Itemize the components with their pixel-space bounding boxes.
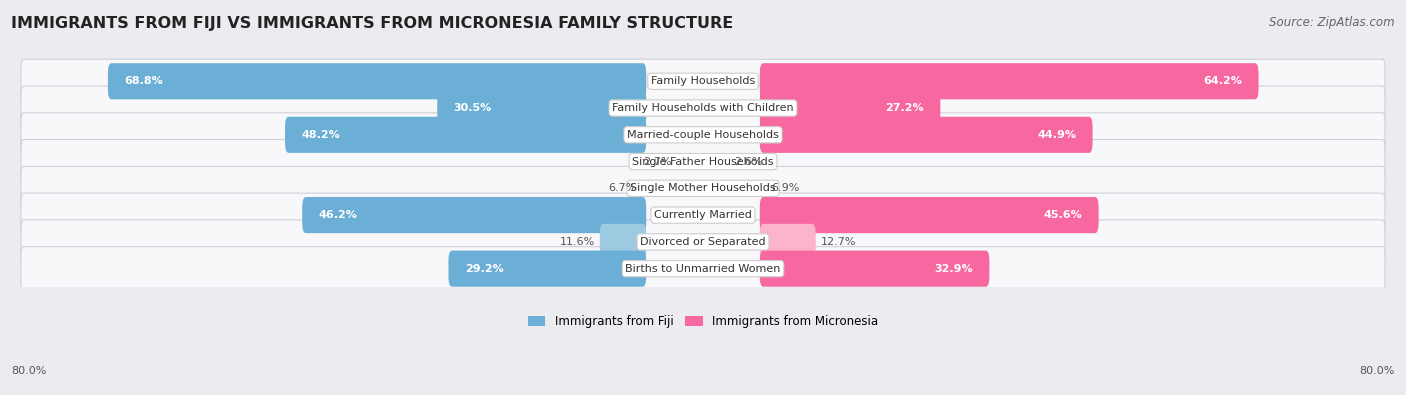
FancyBboxPatch shape xyxy=(759,197,1098,233)
FancyBboxPatch shape xyxy=(21,139,1385,184)
FancyBboxPatch shape xyxy=(759,250,990,287)
Text: 64.2%: 64.2% xyxy=(1204,76,1243,86)
FancyBboxPatch shape xyxy=(285,117,647,153)
Text: 68.8%: 68.8% xyxy=(124,76,163,86)
Text: 80.0%: 80.0% xyxy=(11,366,46,376)
Text: 27.2%: 27.2% xyxy=(886,103,924,113)
FancyBboxPatch shape xyxy=(759,117,1092,153)
Legend: Immigrants from Fiji, Immigrants from Micronesia: Immigrants from Fiji, Immigrants from Mi… xyxy=(523,310,883,333)
Text: 2.6%: 2.6% xyxy=(734,156,762,167)
Text: 48.2%: 48.2% xyxy=(301,130,340,140)
FancyBboxPatch shape xyxy=(108,63,647,99)
Text: Single Father Households: Single Father Households xyxy=(633,156,773,167)
Text: Married-couple Households: Married-couple Households xyxy=(627,130,779,140)
Text: 29.2%: 29.2% xyxy=(465,263,503,274)
Text: Divorced or Separated: Divorced or Separated xyxy=(640,237,766,247)
Text: IMMIGRANTS FROM FIJI VS IMMIGRANTS FROM MICRONESIA FAMILY STRUCTURE: IMMIGRANTS FROM FIJI VS IMMIGRANTS FROM … xyxy=(11,16,734,31)
Text: 44.9%: 44.9% xyxy=(1038,130,1076,140)
FancyBboxPatch shape xyxy=(21,59,1385,103)
FancyBboxPatch shape xyxy=(759,224,815,260)
Text: Family Households: Family Households xyxy=(651,76,755,86)
FancyBboxPatch shape xyxy=(21,246,1385,291)
Text: 32.9%: 32.9% xyxy=(935,263,973,274)
Text: 80.0%: 80.0% xyxy=(1360,366,1395,376)
FancyBboxPatch shape xyxy=(21,166,1385,211)
Text: Source: ZipAtlas.com: Source: ZipAtlas.com xyxy=(1270,16,1395,29)
Text: Births to Unmarried Women: Births to Unmarried Women xyxy=(626,263,780,274)
FancyBboxPatch shape xyxy=(302,197,647,233)
Text: 11.6%: 11.6% xyxy=(560,237,595,247)
FancyBboxPatch shape xyxy=(759,90,941,126)
FancyBboxPatch shape xyxy=(449,250,647,287)
Text: 45.6%: 45.6% xyxy=(1043,210,1083,220)
Text: Currently Married: Currently Married xyxy=(654,210,752,220)
Text: 2.7%: 2.7% xyxy=(643,156,671,167)
FancyBboxPatch shape xyxy=(21,220,1385,264)
Text: Single Mother Households: Single Mother Households xyxy=(630,183,776,193)
Text: 6.9%: 6.9% xyxy=(770,183,800,193)
Text: Family Households with Children: Family Households with Children xyxy=(612,103,794,113)
FancyBboxPatch shape xyxy=(21,86,1385,130)
FancyBboxPatch shape xyxy=(437,90,647,126)
Text: 30.5%: 30.5% xyxy=(454,103,492,113)
Text: 12.7%: 12.7% xyxy=(821,237,856,247)
Text: 46.2%: 46.2% xyxy=(319,210,357,220)
FancyBboxPatch shape xyxy=(600,224,647,260)
Text: 6.7%: 6.7% xyxy=(609,183,637,193)
FancyBboxPatch shape xyxy=(21,113,1385,157)
FancyBboxPatch shape xyxy=(759,63,1258,99)
FancyBboxPatch shape xyxy=(21,193,1385,237)
